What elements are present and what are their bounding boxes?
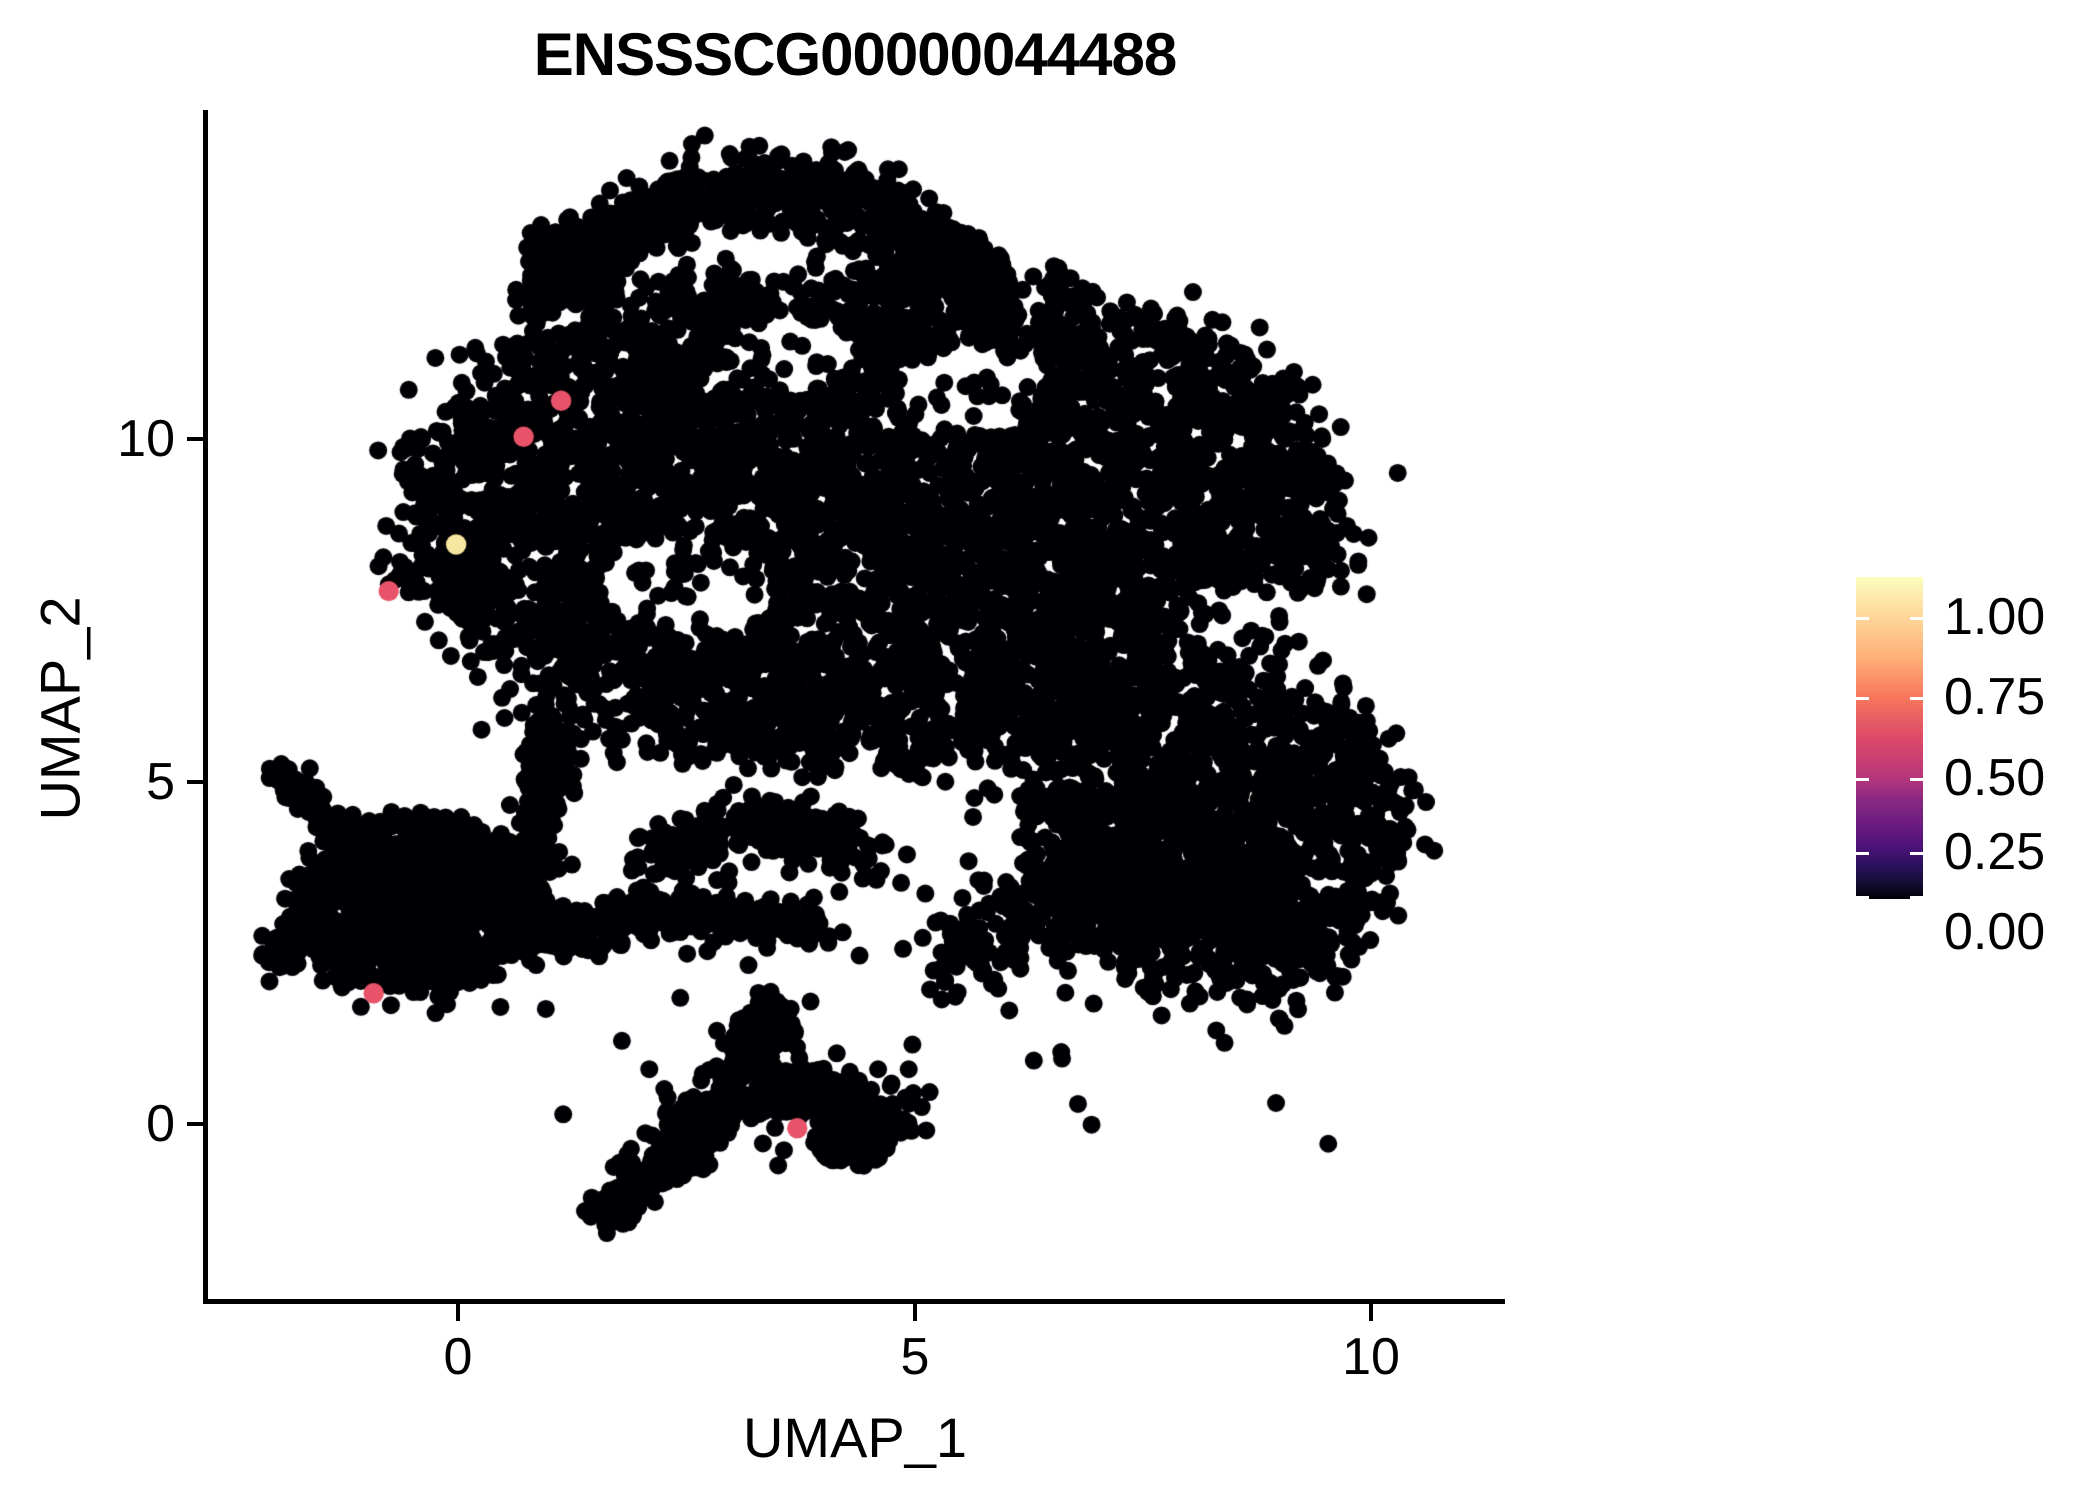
y-axis-title: UMAP_2 bbox=[28, 596, 92, 821]
colorbar-tick-0.25-right bbox=[1910, 852, 1923, 855]
scatter-points-canvas bbox=[205, 110, 1502, 1302]
colorbar-tick-1.00-right bbox=[1910, 617, 1923, 620]
x-tick-mark-0 bbox=[456, 1304, 460, 1321]
colorbar-tick-1.00-left bbox=[1856, 617, 1869, 620]
page-title: ENSSSCG00000044488 bbox=[533, 21, 1177, 88]
x-tick-mark-5 bbox=[913, 1304, 917, 1321]
colorbar-label-0.00: 0.00 bbox=[1944, 903, 2046, 961]
colorbar-tick-0.25-left bbox=[1856, 852, 1869, 855]
x-tick-mark-10 bbox=[1369, 1304, 1373, 1321]
y-tick-mark-5 bbox=[187, 780, 204, 784]
colorbar-tick-0.50-right bbox=[1910, 778, 1923, 781]
y-tick-mark-10 bbox=[187, 437, 204, 441]
colorbar-label-0.75: 0.75 bbox=[1944, 668, 2046, 726]
x-tick-label-5: 5 bbox=[900, 1328, 930, 1386]
colorbar-label-0.50: 0.50 bbox=[1944, 749, 2046, 807]
colorbar-tick-0.00-right bbox=[1910, 896, 1923, 899]
colorbar-tick-0.00-left bbox=[1856, 896, 1869, 899]
colorbar-tick-0.75-left bbox=[1856, 697, 1869, 700]
colorbar-label-1.00: 1.00 bbox=[1944, 588, 2046, 646]
x-axis-title: UMAP_1 bbox=[742, 1406, 968, 1469]
y-tick-label-10: 10 bbox=[117, 410, 175, 468]
colorbar-gradient bbox=[1856, 577, 1923, 899]
colorbar-label-0.25: 0.25 bbox=[1944, 823, 2046, 881]
y-tick-label-0: 0 bbox=[146, 1095, 175, 1153]
y-axis-line bbox=[203, 110, 208, 1304]
colorbar-tick-0.75-right bbox=[1910, 697, 1923, 700]
y-tick-label-5: 5 bbox=[146, 753, 175, 811]
scatter-plot-panel bbox=[205, 110, 1502, 1302]
y-tick-mark-0 bbox=[187, 1122, 204, 1126]
x-axis-line bbox=[203, 1299, 1505, 1304]
x-tick-label-10: 10 bbox=[1342, 1328, 1400, 1386]
colorbar-tick-0.50-left bbox=[1856, 778, 1869, 781]
x-tick-label-0: 0 bbox=[443, 1328, 473, 1386]
colorbar-legend: 1.00 0.75 0.50 0.25 0.00 bbox=[1856, 577, 2086, 961]
